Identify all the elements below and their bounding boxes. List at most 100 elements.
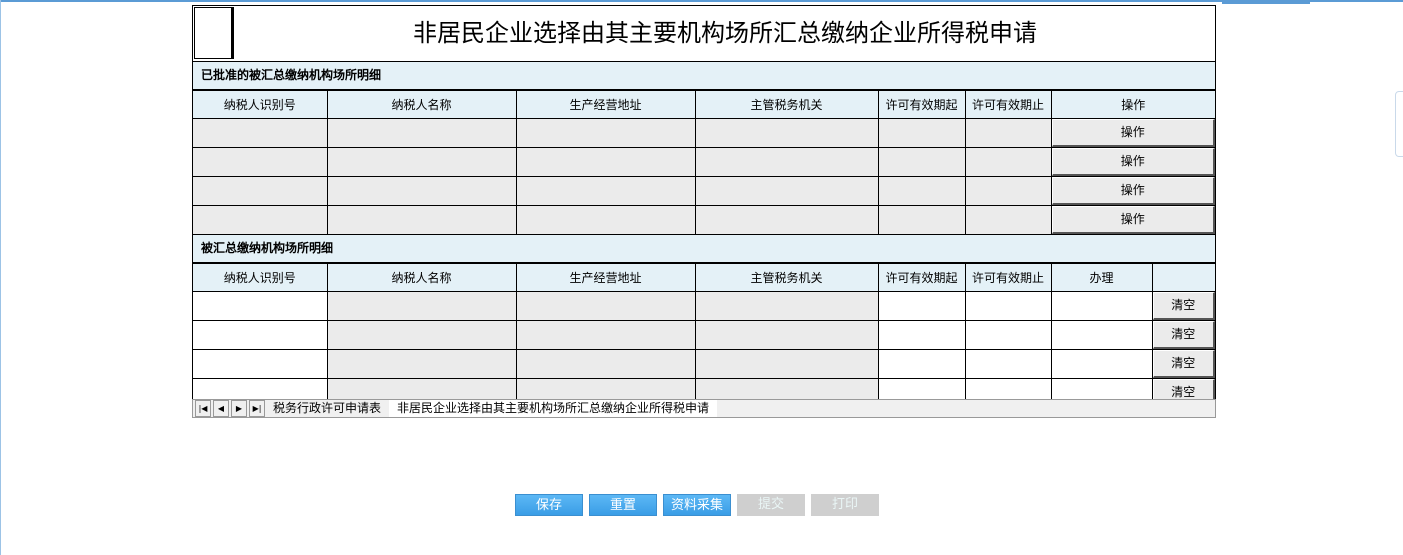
column-header: 许可有效期止 bbox=[964, 263, 1052, 292]
input-cell[interactable] bbox=[964, 291, 1052, 321]
readonly-cell bbox=[964, 147, 1052, 177]
readonly-cell bbox=[326, 349, 517, 379]
form-title: 非居民企业选择由其主要机构场所汇总缴纳企业所得税申请 bbox=[413, 19, 1037, 47]
readonly-cell bbox=[515, 147, 696, 177]
column-header: 操作 bbox=[1050, 90, 1215, 119]
table-row: 清空 bbox=[193, 320, 1215, 350]
input-cell[interactable] bbox=[964, 349, 1052, 379]
sheet-tab-bar: |◀ ◀ ▶ ▶| 税务行政许可申请表 非居民企业选择由其主要机构场所汇总缴纳企… bbox=[192, 399, 1216, 418]
column-header: 许可有效期起 bbox=[877, 263, 966, 292]
left-border bbox=[0, 0, 1, 555]
readonly-cell bbox=[193, 147, 328, 177]
readonly-cell bbox=[515, 291, 696, 321]
column-header: 纳税人名称 bbox=[326, 263, 517, 292]
branches-table: 纳税人识别号 纳税人名称 生产经营地址 主管税务机关 许可有效期起 许可有效期止 办理 清空… bbox=[193, 263, 1215, 408]
column-header: 生产经营地址 bbox=[515, 90, 696, 119]
input-cell[interactable] bbox=[877, 291, 966, 321]
action-button[interactable]: 操作 bbox=[1051, 148, 1215, 176]
readonly-cell bbox=[877, 118, 966, 148]
sheet-tab-permit[interactable]: 税务行政许可申请表 bbox=[273, 401, 382, 415]
application-form: 非居民企业选择由其主要机构场所汇总缴纳企业所得税申请 已批准的被汇总缴纳机构场所… bbox=[192, 5, 1216, 409]
logo-box bbox=[194, 7, 234, 59]
input-cell[interactable] bbox=[1050, 291, 1153, 321]
readonly-cell bbox=[694, 147, 879, 177]
readonly-cell bbox=[326, 176, 517, 206]
readonly-cell bbox=[694, 320, 879, 350]
readonly-cell bbox=[694, 349, 879, 379]
readonly-cell bbox=[877, 205, 966, 235]
column-header: 许可有效期起 bbox=[877, 90, 966, 119]
readonly-cell bbox=[326, 147, 517, 177]
top-border bbox=[0, 0, 1403, 2]
readonly-cell bbox=[326, 118, 517, 148]
action-button[interactable]: 操作 bbox=[1051, 206, 1215, 234]
action-cell: 操作 bbox=[1050, 176, 1215, 206]
approved-table: 纳税人识别号 纳税人名称 生产经营地址 主管税务机关 许可有效期起 许可有效期止 操作 操作… bbox=[193, 90, 1215, 235]
column-header: 主管税务机关 bbox=[694, 90, 879, 119]
readonly-cell bbox=[515, 176, 696, 206]
column-header bbox=[1151, 263, 1215, 292]
readonly-cell bbox=[515, 320, 696, 350]
readonly-cell bbox=[193, 176, 328, 206]
readonly-cell bbox=[694, 176, 879, 206]
print-button: 打印 bbox=[811, 494, 879, 516]
readonly-cell bbox=[694, 118, 879, 148]
sheet-tab-nonresident[interactable]: 非居民企业选择由其主要机构场所汇总缴纳企业所得税申请 bbox=[389, 400, 718, 417]
readonly-cell bbox=[964, 176, 1052, 206]
readonly-cell bbox=[193, 205, 328, 235]
table-row: 清空 bbox=[193, 349, 1215, 379]
clear-button[interactable]: 清空 bbox=[1152, 321, 1215, 349]
form-header: 非居民企业选择由其主要机构场所汇总缴纳企业所得税申请 bbox=[193, 6, 1215, 62]
readonly-cell bbox=[877, 147, 966, 177]
action-button[interactable]: 操作 bbox=[1051, 119, 1215, 147]
action-button[interactable]: 操作 bbox=[1051, 177, 1215, 205]
table-row: 操作 bbox=[193, 147, 1215, 177]
clear-button[interactable]: 清空 bbox=[1152, 350, 1215, 378]
readonly-cell bbox=[964, 205, 1052, 235]
section-branches-title: 被汇总缴纳机构场所明细 bbox=[193, 235, 1215, 263]
readonly-cell bbox=[326, 320, 517, 350]
input-cell[interactable] bbox=[1050, 320, 1153, 350]
input-cell[interactable] bbox=[193, 378, 328, 408]
readonly-cell bbox=[694, 205, 879, 235]
column-header: 主管税务机关 bbox=[694, 263, 879, 292]
first-sheet-button[interactable]: |◀ bbox=[195, 400, 211, 417]
input-cell[interactable] bbox=[964, 320, 1052, 350]
save-button[interactable]: 保存 bbox=[515, 494, 583, 516]
column-header: 许可有效期止 bbox=[964, 90, 1052, 119]
table-row: 操作 bbox=[193, 176, 1215, 206]
action-cell: 操作 bbox=[1050, 147, 1215, 177]
input-cell[interactable] bbox=[193, 291, 328, 321]
next-sheet-button[interactable]: ▶ bbox=[231, 400, 247, 417]
clear-cell: 清空 bbox=[1151, 320, 1215, 350]
clear-cell: 清空 bbox=[1151, 349, 1215, 379]
readonly-cell bbox=[877, 176, 966, 206]
input-cell[interactable] bbox=[1050, 349, 1153, 379]
column-header: 纳税人识别号 bbox=[193, 90, 328, 119]
clear-cell: 清空 bbox=[1151, 291, 1215, 321]
clear-button[interactable]: 清空 bbox=[1152, 292, 1215, 320]
last-sheet-button[interactable]: ▶| bbox=[249, 400, 265, 417]
reset-button[interactable]: 重置 bbox=[589, 494, 657, 516]
submit-button: 提交 bbox=[737, 494, 805, 516]
input-cell[interactable] bbox=[877, 349, 966, 379]
section-approved-title: 已批准的被汇总缴纳机构场所明细 bbox=[193, 62, 1215, 90]
column-header: 办理 bbox=[1050, 263, 1153, 292]
table-row: 清空 bbox=[193, 291, 1215, 321]
prev-sheet-button[interactable]: ◀ bbox=[213, 400, 229, 417]
input-cell[interactable] bbox=[193, 320, 328, 350]
action-cell: 操作 bbox=[1050, 205, 1215, 235]
side-float-panel[interactable] bbox=[1395, 91, 1403, 157]
readonly-cell bbox=[193, 118, 328, 148]
action-cell: 操作 bbox=[1050, 118, 1215, 148]
column-header: 纳税人识别号 bbox=[193, 263, 328, 292]
input-cell[interactable] bbox=[877, 320, 966, 350]
readonly-cell bbox=[694, 291, 879, 321]
collect-data-button[interactable]: 资料采集 bbox=[663, 494, 731, 516]
table-row: 操作 bbox=[193, 205, 1215, 235]
readonly-cell bbox=[326, 291, 517, 321]
readonly-cell bbox=[515, 349, 696, 379]
input-cell[interactable] bbox=[193, 349, 328, 379]
readonly-cell bbox=[964, 118, 1052, 148]
readonly-cell bbox=[326, 205, 517, 235]
